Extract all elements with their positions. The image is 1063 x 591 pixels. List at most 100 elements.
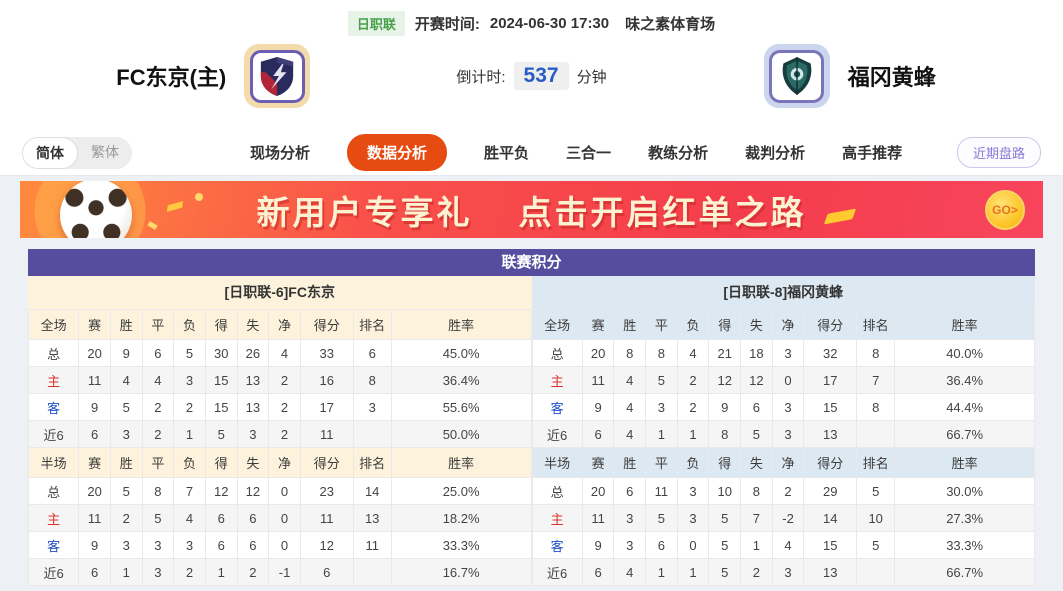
cell: 10 <box>856 504 896 532</box>
cell: 11 <box>299 420 354 448</box>
column-header: 得分 <box>803 309 858 340</box>
lang-simplified[interactable]: 简体 <box>22 136 78 169</box>
column-header-row: 全场赛胜平负得失净得分 排名 胜率 <box>27 309 532 340</box>
column-header: 排名 <box>856 447 896 478</box>
table-row: 总 20 9 6 5 30 26 4 33 6 45.0% <box>27 339 532 367</box>
column-header: 赛 <box>78 447 111 478</box>
cell: 4 <box>141 366 175 394</box>
column-header: 得分 <box>803 447 858 478</box>
cell: 33.3% <box>390 531 532 559</box>
row-label: 客 <box>531 531 583 559</box>
kickoff-label: 开赛时间: <box>414 16 480 33</box>
cell: 9 <box>78 531 111 559</box>
cell: 20 <box>78 477 111 505</box>
table-row: 近6 6 3 2 1 5 3 2 11 50.0% <box>27 420 532 448</box>
table-row: 主 11 2 5 4 6 6 0 11 13 18.2% <box>27 504 532 532</box>
tab-3[interactable]: 三合一 <box>566 145 612 162</box>
column-header-row: 半场赛胜平负得失净得分 排名 胜率 <box>27 447 532 478</box>
cell <box>856 558 896 586</box>
column-header: 排名 <box>352 447 392 478</box>
cell: 1 <box>676 420 710 448</box>
cell: 1 <box>645 558 678 586</box>
promo-banner[interactable]: 新用户专享礼 点击开启红单之路 GO> <box>20 181 1043 238</box>
cell: 2 <box>173 393 206 421</box>
cell: 5 <box>109 393 143 421</box>
go-button[interactable]: GO> <box>985 190 1025 230</box>
cell <box>856 420 896 448</box>
tab-4[interactable]: 教练分析 <box>648 145 709 162</box>
cell: 12 <box>204 477 238 505</box>
column-header: 得分 <box>299 447 354 478</box>
cell: 3 <box>141 531 175 559</box>
cell: 5 <box>141 504 175 532</box>
cell: 3 <box>645 393 678 421</box>
table-row: 客 9 5 2 2 15 13 2 17 3 55.6% <box>27 393 532 421</box>
cell: 5 <box>645 504 678 532</box>
cell: 11 <box>78 504 111 532</box>
cell: 0 <box>771 366 805 394</box>
cell: 0 <box>268 531 301 559</box>
cell: 5 <box>708 531 742 559</box>
cell: 5 <box>856 531 896 559</box>
tab-2[interactable]: 胜平负 <box>484 145 530 162</box>
kickoff-row: 日职联 开赛时间: 2024-06-30 17:30 味之素体育场 <box>0 0 1063 36</box>
cell: 30.0% <box>894 477 1035 505</box>
cell: 13 <box>236 366 270 394</box>
cell: 5 <box>708 558 742 586</box>
home-team-logo[interactable] <box>244 44 311 108</box>
row-label: 近6 <box>531 420 583 448</box>
cell: 4 <box>613 366 647 394</box>
recent-handicap-button[interactable]: 近期盘路 <box>956 137 1041 168</box>
cell: 3 <box>352 393 392 421</box>
column-header: 平 <box>645 447 678 478</box>
countdown-value: 537 <box>513 62 569 90</box>
home-team-crest-icon <box>249 49 305 103</box>
column-header: 半场 <box>27 447 80 478</box>
tab-5[interactable]: 裁判分析 <box>745 145 806 162</box>
table-row: 近6 6 4 1 1 8 5 3 13 66.7% <box>531 420 1035 448</box>
away-team-name[interactable]: 福冈黄蜂 <box>847 65 936 90</box>
away-team-crest-icon <box>769 49 825 103</box>
cell: 13 <box>803 558 858 586</box>
cell: 2 <box>771 477 805 505</box>
cell: 1 <box>109 558 143 586</box>
cell: 44.4% <box>894 393 1035 421</box>
cell: 7 <box>740 504 773 532</box>
tab-6[interactable]: 高手推荐 <box>842 145 903 162</box>
away-team-logo[interactable] <box>763 44 830 108</box>
away-team: 福冈黄蜂 <box>637 44 1063 108</box>
cell: 15 <box>204 393 238 421</box>
cell: -2 <box>771 504 805 532</box>
cell: 6 <box>236 531 270 559</box>
cell: 4 <box>173 504 206 532</box>
cell: 0 <box>268 504 301 532</box>
countdown: 倒计时: 537 分钟 <box>427 62 637 90</box>
cell: 1 <box>204 558 238 586</box>
cell: 1 <box>645 420 678 448</box>
cell: 15 <box>204 366 238 394</box>
tab-0[interactable]: 现场分析 <box>250 145 311 162</box>
column-header: 排名 <box>856 309 896 340</box>
cell: 32 <box>803 339 858 367</box>
cell: -1 <box>268 558 301 586</box>
cell: 1 <box>676 558 710 586</box>
row-label: 主 <box>531 504 583 532</box>
cell: 66.7% <box>894 420 1035 448</box>
column-header: 赛 <box>78 309 111 340</box>
home-section-header: [日职联-6]FC东京 <box>28 276 532 309</box>
column-header: 负 <box>676 447 710 478</box>
cell: 6 <box>352 339 392 367</box>
cell: 1 <box>740 531 773 559</box>
column-header-row: 全场赛胜平负得失净得分 排名 胜率 <box>531 309 1035 340</box>
cell: 6 <box>204 531 238 559</box>
lang-traditional[interactable]: 繁体 <box>91 143 119 160</box>
cell: 3 <box>141 558 175 586</box>
tab-1[interactable]: 数据分析 <box>347 134 448 171</box>
lang-toggle: 简体 繁体 <box>22 136 132 169</box>
cell: 3 <box>613 531 647 559</box>
standings-halves: [日职联-6]FC东京 全场赛胜平负得失净得分 排名 胜率总 20 9 6 5 30 26 4 33… <box>27 276 1035 586</box>
cell: 9 <box>708 393 742 421</box>
home-team-name[interactable]: FC东京(主) <box>116 65 227 90</box>
cell: 50.0% <box>390 420 532 448</box>
column-header: 负 <box>676 309 710 340</box>
